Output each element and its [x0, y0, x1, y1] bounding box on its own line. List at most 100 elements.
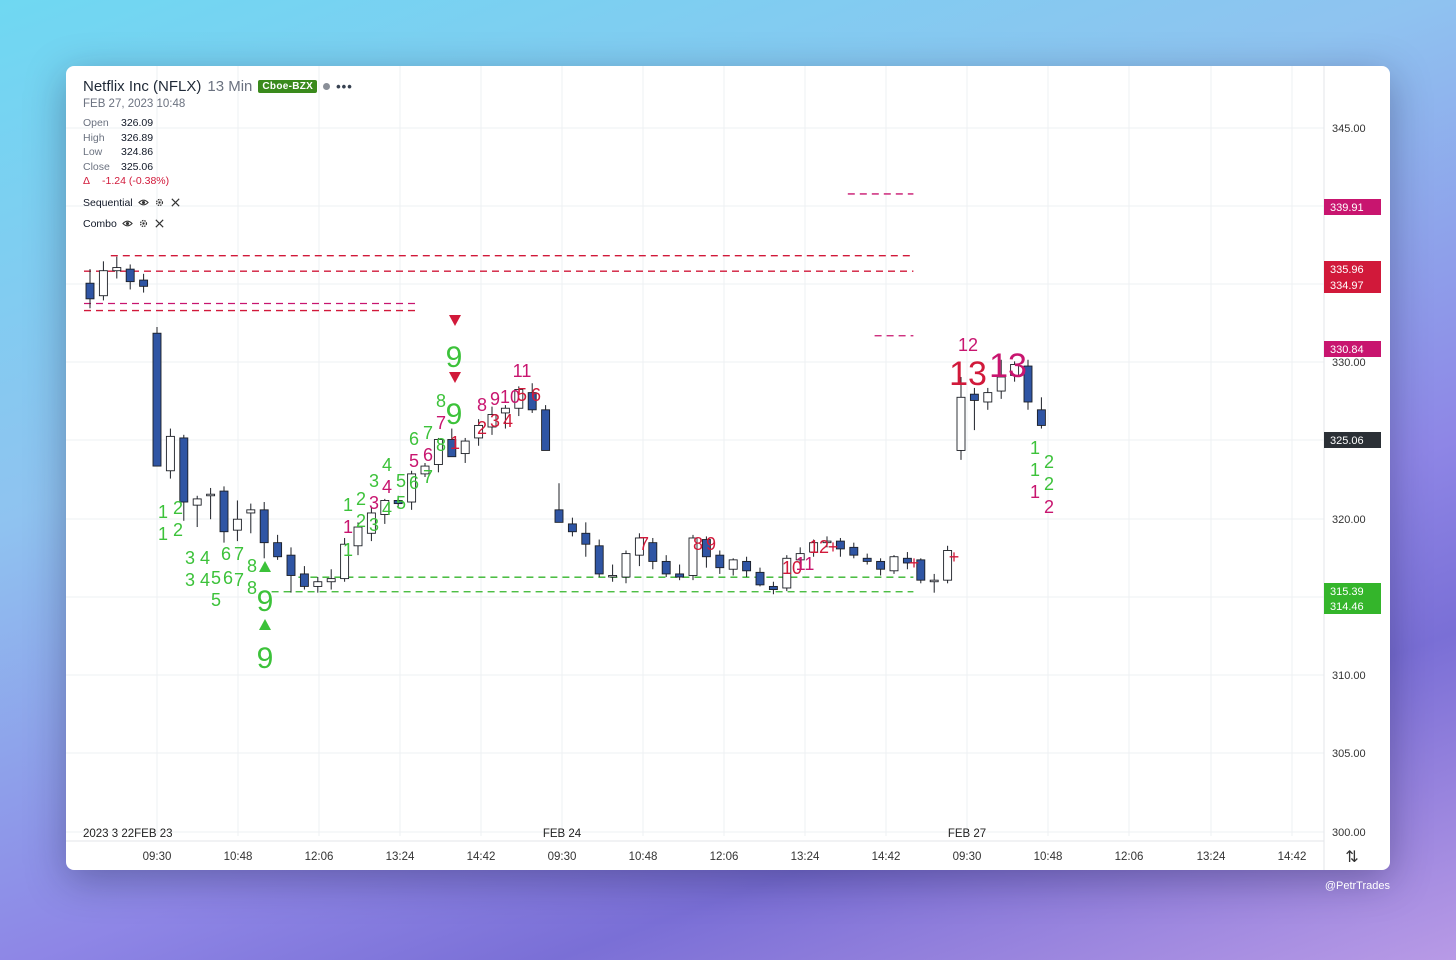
candle-body: [393, 500, 403, 505]
candle-body: [648, 542, 658, 562]
setup-count-label: 5: [396, 471, 406, 491]
candle-body: [125, 268, 135, 283]
eye-icon[interactable]: [122, 218, 133, 229]
close-icon[interactable]: [154, 218, 165, 229]
candle-body: [675, 573, 685, 578]
candle-body: [259, 509, 269, 544]
close-value: 325.06: [121, 160, 154, 173]
candle-body: [326, 578, 336, 583]
price-tag-label: 330.84: [1330, 344, 1364, 356]
setup-count-label: 6: [423, 445, 433, 465]
candle-body: [219, 490, 229, 533]
signal-arrow-icon: [449, 372, 461, 383]
setup-count-label: 9: [257, 642, 274, 675]
exchange-badge: Cboe-BZX: [258, 79, 318, 93]
candle-body: [943, 550, 953, 581]
setup-count-label: 7: [639, 534, 649, 554]
interval-label[interactable]: 13 Min: [207, 77, 253, 95]
x-tick-label: 09:30: [953, 851, 982, 863]
x-tick-label: 10:48: [1034, 851, 1063, 863]
setup-count-label: 10: [782, 558, 802, 578]
close-icon[interactable]: [170, 197, 181, 208]
candle-body: [192, 498, 202, 506]
axis-swap-icon[interactable]: ⇅: [1345, 847, 1358, 866]
candle-body: [232, 518, 242, 531]
candle-body: [353, 526, 363, 547]
price-tag: [1324, 432, 1381, 448]
setup-count-label: 13: [949, 355, 987, 393]
setup-count-label: 1: [158, 524, 168, 544]
market-status-icon: [323, 82, 331, 90]
candle-body: [862, 557, 872, 562]
candle-body: [474, 424, 484, 439]
setup-count-label: 6: [409, 473, 419, 493]
candle-body: [541, 409, 551, 451]
chart-header: Netflix Inc (NFLX) 13 Min Cboe-BZX ••• F…: [83, 76, 353, 231]
setup-count-label: 4: [382, 477, 392, 497]
price-tag-label: 315.39: [1330, 586, 1364, 598]
setup-count-label: 1: [1030, 482, 1040, 502]
setup-count-label: 5: [409, 451, 419, 471]
setup-count-label: 5: [517, 385, 527, 405]
setup-count-label: +: [949, 547, 960, 567]
candle-body: [98, 270, 108, 297]
setup-count-label: 2: [173, 520, 183, 540]
high-value: 326.89: [121, 131, 154, 144]
candle-body: [567, 523, 577, 533]
gear-icon[interactable]: [154, 197, 165, 208]
candle-body: [701, 539, 711, 558]
price-tag: [1324, 261, 1381, 277]
candle-body: [822, 540, 832, 544]
setup-count-label: 4: [503, 411, 513, 431]
candle-body: [969, 393, 979, 401]
candle-body: [782, 557, 792, 589]
candle-body: [165, 435, 175, 472]
y-tick-label: 300.00: [1332, 827, 1366, 839]
candle-body: [460, 440, 470, 455]
setup-count-label: 8: [247, 578, 257, 598]
candle-body: [340, 543, 350, 580]
setup-count-label: 4: [382, 499, 392, 519]
x-tick-label: 13:24: [791, 851, 820, 863]
x-tick-label: 14:42: [1278, 851, 1307, 863]
setup-count-label: 13: [989, 347, 1027, 385]
setup-count-label: 2: [356, 489, 366, 509]
setup-count-label: 3: [490, 411, 500, 431]
gear-icon[interactable]: [138, 218, 149, 229]
candle-body: [500, 407, 510, 414]
candle-body: [916, 559, 926, 581]
setup-count-label: 8: [436, 391, 446, 411]
price-tag-label: 314.46: [1330, 601, 1364, 613]
change-value: -1.24 (-0.38%): [102, 175, 170, 188]
setup-count-label: 6: [221, 544, 231, 564]
low-value: 324.86: [121, 146, 154, 159]
x-tick-label: 12:06: [305, 851, 334, 863]
setup-count-label: 5: [211, 568, 221, 588]
candle-body: [581, 532, 591, 545]
eye-icon[interactable]: [137, 197, 149, 208]
candle-body: [1010, 364, 1020, 376]
candle-body: [447, 439, 457, 458]
setup-count-label: 3: [369, 471, 379, 491]
candle-body: [139, 279, 149, 287]
y-tick-label: 345.00: [1332, 123, 1366, 135]
setup-count-label: 10: [500, 387, 520, 407]
symbol-title[interactable]: Netflix Inc (NFLX): [83, 77, 202, 95]
x-tick-label: 12:06: [710, 851, 739, 863]
more-options-icon[interactable]: •••: [336, 78, 353, 94]
setup-count-label: 4: [200, 570, 210, 590]
price-chart[interactable]: 345.00 330.00 320.00 310.00 305.00 300.00 09:3…: [66, 66, 1390, 870]
setup-count-label: 7: [436, 413, 446, 433]
setup-count-label: 1: [158, 502, 168, 522]
indicator-combo[interactable]: Combo: [83, 217, 353, 231]
signal-arrow-icon: [259, 561, 271, 572]
indicator-sequential[interactable]: Sequential: [83, 196, 353, 210]
x-tick-label: 14:42: [872, 851, 901, 863]
setup-count-label: 3: [185, 570, 195, 590]
setup-count-label: 2: [173, 498, 183, 518]
candle-body: [1023, 365, 1033, 403]
setup-count-label: 3: [369, 515, 379, 535]
setup-count-label: 2: [356, 511, 366, 531]
candle-body: [313, 581, 323, 587]
setup-count-label: 11: [796, 554, 815, 574]
